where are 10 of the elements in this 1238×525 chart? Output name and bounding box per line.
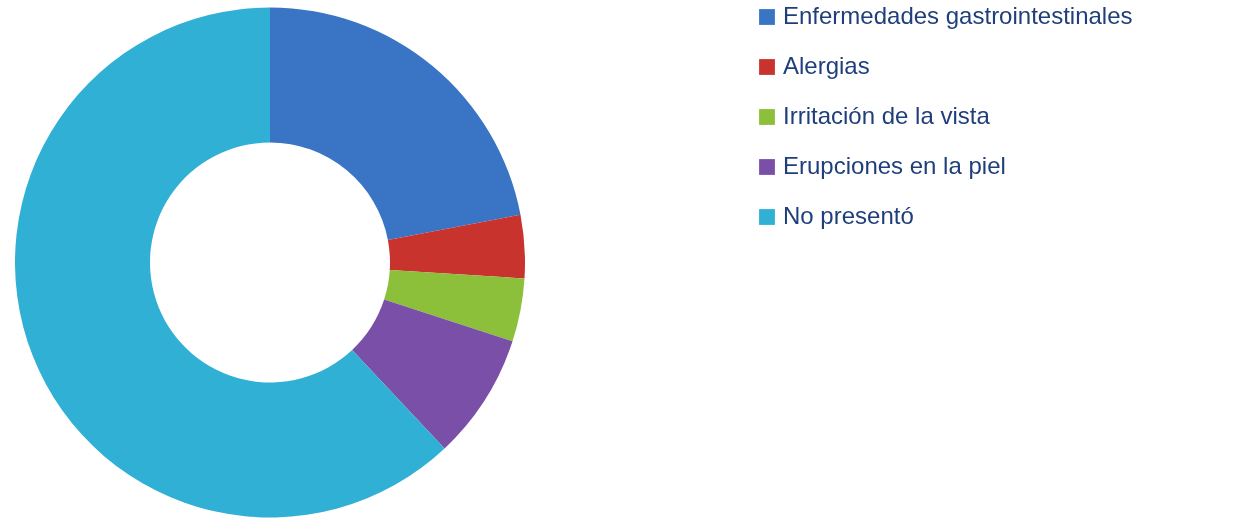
donut-slice (384, 270, 525, 342)
donut-slice (387, 214, 525, 279)
donut-slice (270, 7, 521, 241)
legend-label: Erupciones en la piel (783, 152, 1006, 179)
donut-slice (352, 299, 513, 449)
donut-slice (15, 7, 445, 518)
legend-label: No presentó (783, 202, 914, 229)
legend-label: Enfermedades gastrointestinales (783, 2, 1133, 29)
legend-label: Irritación de la vista (783, 102, 991, 129)
legend-label: Alergias (783, 52, 870, 79)
